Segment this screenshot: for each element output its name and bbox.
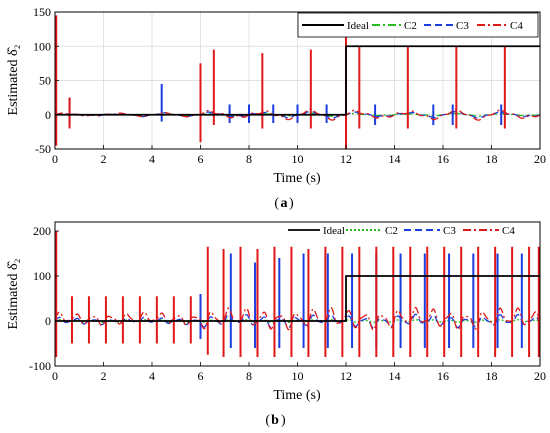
x-tick-label-a-2: 4 bbox=[149, 152, 155, 166]
x-tick-label-b-9: 18 bbox=[486, 369, 498, 383]
svg-text:(: ( bbox=[265, 413, 270, 428]
y-tick-label-a-3: 100 bbox=[33, 39, 51, 53]
x-tick-label-b-1: 2 bbox=[101, 369, 107, 383]
x-tick-label-b-3: 6 bbox=[198, 369, 204, 383]
x-tick-label-a-8: 16 bbox=[437, 152, 449, 166]
plot-area-b bbox=[55, 222, 540, 366]
x-tick-label-a-7: 14 bbox=[389, 152, 401, 166]
x-tick-label-a-3: 6 bbox=[198, 152, 204, 166]
legend-b-c2-label: C2 bbox=[385, 225, 398, 237]
x-tick-label-a-5: 10 bbox=[292, 152, 304, 166]
svg-text:): ) bbox=[289, 196, 294, 211]
legend-b-ideal-label: Ideal bbox=[323, 225, 345, 237]
series-a-ideal bbox=[55, 45, 540, 116]
line-b-ideal bbox=[55, 275, 540, 322]
x-tick-label-b-0: 0 bbox=[52, 369, 58, 383]
caption-b: ( b ) bbox=[265, 413, 286, 428]
y-tick-label-a-4: 150 bbox=[33, 5, 51, 19]
x-tick-label-b-6: 12 bbox=[340, 369, 352, 383]
legend-b-c4-label: C4 bbox=[502, 225, 515, 237]
legend-a-c2-label: C2 bbox=[404, 20, 417, 32]
y-axis-label-b: Estimated δ̂₂ bbox=[6, 258, 21, 329]
caption-b-label: b bbox=[271, 413, 279, 428]
series-b-ideal bbox=[55, 275, 540, 322]
plot-series-b bbox=[55, 231, 540, 357]
x-tick-label-b-10: 20 bbox=[534, 369, 546, 383]
legend-b: Ideal C2 C3 C4 bbox=[288, 225, 515, 237]
x-tick-label-a-6: 12 bbox=[340, 152, 352, 166]
legend-a: Ideal C2 C3 C4 bbox=[297, 12, 539, 38]
svg-text:): ) bbox=[281, 413, 286, 428]
y-tick-label-b-0: -100 bbox=[29, 359, 51, 373]
y-tick-label-a-2: 50 bbox=[39, 74, 51, 88]
x-axis-label-a: Time (s) bbox=[273, 171, 321, 186]
legend-b-c3-label: C3 bbox=[443, 225, 456, 237]
x-axis-label-b: Time (s) bbox=[273, 388, 321, 403]
caption-a-label: a bbox=[281, 196, 288, 211]
y-axis-label-a: Estimated δ̂₂ bbox=[6, 44, 21, 115]
legend-a-c3-label: C3 bbox=[456, 20, 469, 32]
y-tick-label-a-0: -50 bbox=[35, 142, 51, 156]
y-tick-label-b-1: 0 bbox=[45, 314, 51, 328]
x-tick-label-b-4: 8 bbox=[246, 369, 252, 383]
line-a-ideal bbox=[55, 45, 540, 116]
x-tick-label-b-2: 4 bbox=[149, 369, 155, 383]
y-tick-label-b-3: 200 bbox=[33, 224, 51, 238]
x-tick-label-a-10: 20 bbox=[534, 152, 546, 166]
x-tick-label-b-7: 14 bbox=[389, 369, 401, 383]
x-tick-label-a-1: 2 bbox=[101, 152, 107, 166]
x-tick-label-b-8: 16 bbox=[437, 369, 449, 383]
legend-a-ideal-label: Ideal bbox=[347, 20, 369, 32]
caption-a: ( a ) bbox=[274, 196, 294, 211]
svg-text:(: ( bbox=[274, 196, 279, 211]
y-tick-label-a-1: 0 bbox=[45, 108, 51, 122]
x-tick-label-b-5: 10 bbox=[292, 369, 304, 383]
x-tick-label-a-4: 8 bbox=[246, 152, 252, 166]
trace-b-c3 bbox=[55, 313, 540, 329]
y-tick-label-b-2: 100 bbox=[33, 269, 51, 283]
legend-a-c4-label: C4 bbox=[510, 20, 523, 32]
x-tick-label-a-9: 18 bbox=[486, 152, 498, 166]
x-tick-label-a-0: 0 bbox=[52, 152, 58, 166]
